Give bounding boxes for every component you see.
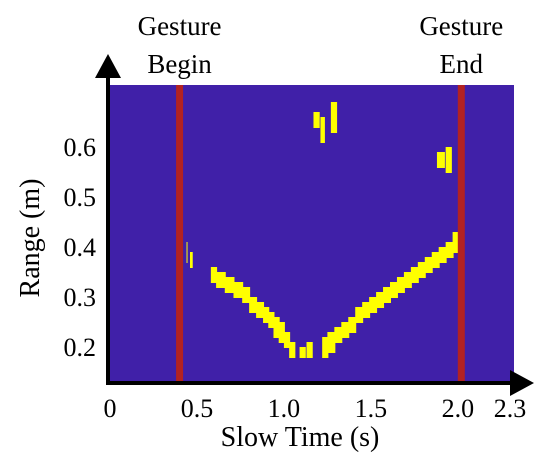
heatmap-cell-25 [376, 292, 385, 308]
heatmap-cell-34 [438, 247, 447, 263]
heatmap-cell-35 [445, 242, 454, 258]
x-axis-arrow [510, 370, 534, 396]
gesture-markers: Gesture Begin Gesture End [138, 11, 503, 383]
heatmap-background [108, 85, 514, 383]
heatmap-cell-20 [341, 322, 350, 338]
heatmap-cell-4 [224, 277, 235, 293]
heatmap-cell-23 [362, 302, 371, 318]
heatmap-cell-15 [299, 347, 306, 358]
x-tick-label-0: 0 [104, 394, 117, 423]
heatmap-cell-38 [320, 117, 325, 143]
heatmap-cell-11 [273, 317, 280, 338]
heatmap-cell-12 [278, 322, 285, 343]
x-tick-label-5: 2.3 [494, 394, 527, 423]
axes [95, 54, 534, 396]
heatmap-cell-16 [306, 342, 313, 358]
heatmap-cell-29 [403, 272, 412, 288]
heatmap-cell-7 [249, 297, 258, 313]
heatmap-cell-13 [283, 332, 291, 348]
y-tick-label-3: 0.5 [64, 183, 97, 212]
heatmap-cell-1 [190, 252, 193, 268]
heatmap-cell-33 [431, 252, 440, 268]
plot-area [108, 85, 514, 383]
x-tick-label-3: 1.5 [355, 394, 388, 423]
heatmap-cell-41 [445, 147, 452, 173]
heatmap-cell-36 [452, 232, 459, 253]
gesture-marker-label-line1-1: Gesture [419, 11, 503, 41]
heatmap-cell-5 [233, 282, 244, 298]
heatmap-cell-0 [186, 242, 188, 263]
y-tick-label-0: 0.2 [64, 333, 97, 362]
heatmap-cell-21 [348, 317, 357, 333]
x-tick-label-4: 2.0 [442, 394, 475, 423]
x-tick-label-2: 1.0 [268, 394, 301, 423]
heatmap-cell-28 [396, 277, 405, 293]
heatmap-cell-30 [410, 267, 419, 283]
x-axis-title: Slow Time (s) [221, 422, 380, 453]
gesture-marker-label-line2-0: Begin [147, 49, 212, 79]
heatmap-cell-40 [436, 152, 445, 168]
y-axis-title: Range (m) [15, 179, 46, 298]
heatmap-cell-26 [383, 287, 391, 303]
heatmap-cell-6 [242, 287, 251, 303]
heatmap-cell-24 [369, 297, 378, 313]
gesture-marker-label-line2-1: End [440, 49, 484, 79]
heatmap-cell-39 [330, 102, 338, 133]
y-axis-arrow [95, 54, 121, 78]
y-tick-label-1: 0.3 [64, 283, 97, 312]
heatmap-cell-9 [263, 307, 270, 323]
heatmap-cell-17 [322, 337, 329, 358]
heatmap-cell-19 [334, 327, 343, 343]
heatmap-cell-8 [256, 302, 265, 318]
y-tick-label-2: 0.4 [64, 233, 97, 262]
gesture-marker-label-line1-0: Gesture [138, 11, 222, 41]
x-tick-label-1: 0.5 [181, 394, 214, 423]
heatmap-cell-22 [355, 307, 364, 323]
heatmap-cell-32 [424, 257, 433, 273]
heatmap-cell-27 [390, 282, 398, 298]
heatmap-cell-3 [216, 272, 226, 288]
heatmap-cell-14 [289, 342, 296, 358]
heatmap-cell-31 [417, 262, 426, 278]
heatmap-cell-37 [313, 112, 320, 128]
heatmap-cell-2 [210, 267, 218, 283]
y-tick-label-4: 0.6 [64, 133, 97, 162]
heatmap-cell-10 [268, 312, 275, 328]
heatmap-cell-18 [327, 332, 336, 353]
tick-labels: 0 0.5 1.0 1.5 2.0 2.3 0.2 0.3 0.4 0.5 0.6 [64, 133, 527, 423]
